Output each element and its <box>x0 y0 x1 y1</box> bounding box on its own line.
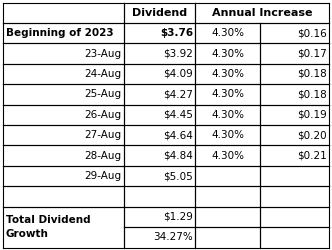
Text: $0.19: $0.19 <box>297 110 327 120</box>
Text: $0.20: $0.20 <box>297 130 327 140</box>
Text: $0.16: $0.16 <box>297 28 327 38</box>
Text: $3.92: $3.92 <box>163 48 193 58</box>
Text: Total Dividend
Growth: Total Dividend Growth <box>6 216 91 239</box>
Text: 4.30%: 4.30% <box>211 48 244 58</box>
Text: $0.18: $0.18 <box>297 90 327 99</box>
Text: $4.09: $4.09 <box>164 69 193 79</box>
Text: $4.27: $4.27 <box>163 90 193 99</box>
Text: 29-Aug: 29-Aug <box>85 171 122 181</box>
Text: 34.27%: 34.27% <box>153 232 193 242</box>
Text: 28-Aug: 28-Aug <box>85 150 122 161</box>
Text: 4.30%: 4.30% <box>211 150 244 161</box>
Text: 4.30%: 4.30% <box>211 110 244 120</box>
Text: $0.18: $0.18 <box>297 69 327 79</box>
Text: 27-Aug: 27-Aug <box>85 130 122 140</box>
Text: $5.05: $5.05 <box>164 171 193 181</box>
Text: Annual Increase: Annual Increase <box>212 8 312 18</box>
Text: Dividend: Dividend <box>132 8 187 18</box>
Text: 25-Aug: 25-Aug <box>85 90 122 99</box>
Text: $4.64: $4.64 <box>163 130 193 140</box>
Text: 26-Aug: 26-Aug <box>85 110 122 120</box>
Text: 4.30%: 4.30% <box>211 28 244 38</box>
Text: $0.17: $0.17 <box>297 48 327 58</box>
Text: $3.76: $3.76 <box>160 28 193 38</box>
Text: $0.21: $0.21 <box>297 150 327 161</box>
Text: $4.84: $4.84 <box>163 150 193 161</box>
Text: $4.45: $4.45 <box>163 110 193 120</box>
Text: 4.30%: 4.30% <box>211 90 244 99</box>
Text: Beginning of 2023: Beginning of 2023 <box>6 28 114 38</box>
Text: 23-Aug: 23-Aug <box>85 48 122 58</box>
Text: 24-Aug: 24-Aug <box>85 69 122 79</box>
Text: 4.30%: 4.30% <box>211 130 244 140</box>
Text: 4.30%: 4.30% <box>211 69 244 79</box>
Text: $1.29: $1.29 <box>163 212 193 222</box>
